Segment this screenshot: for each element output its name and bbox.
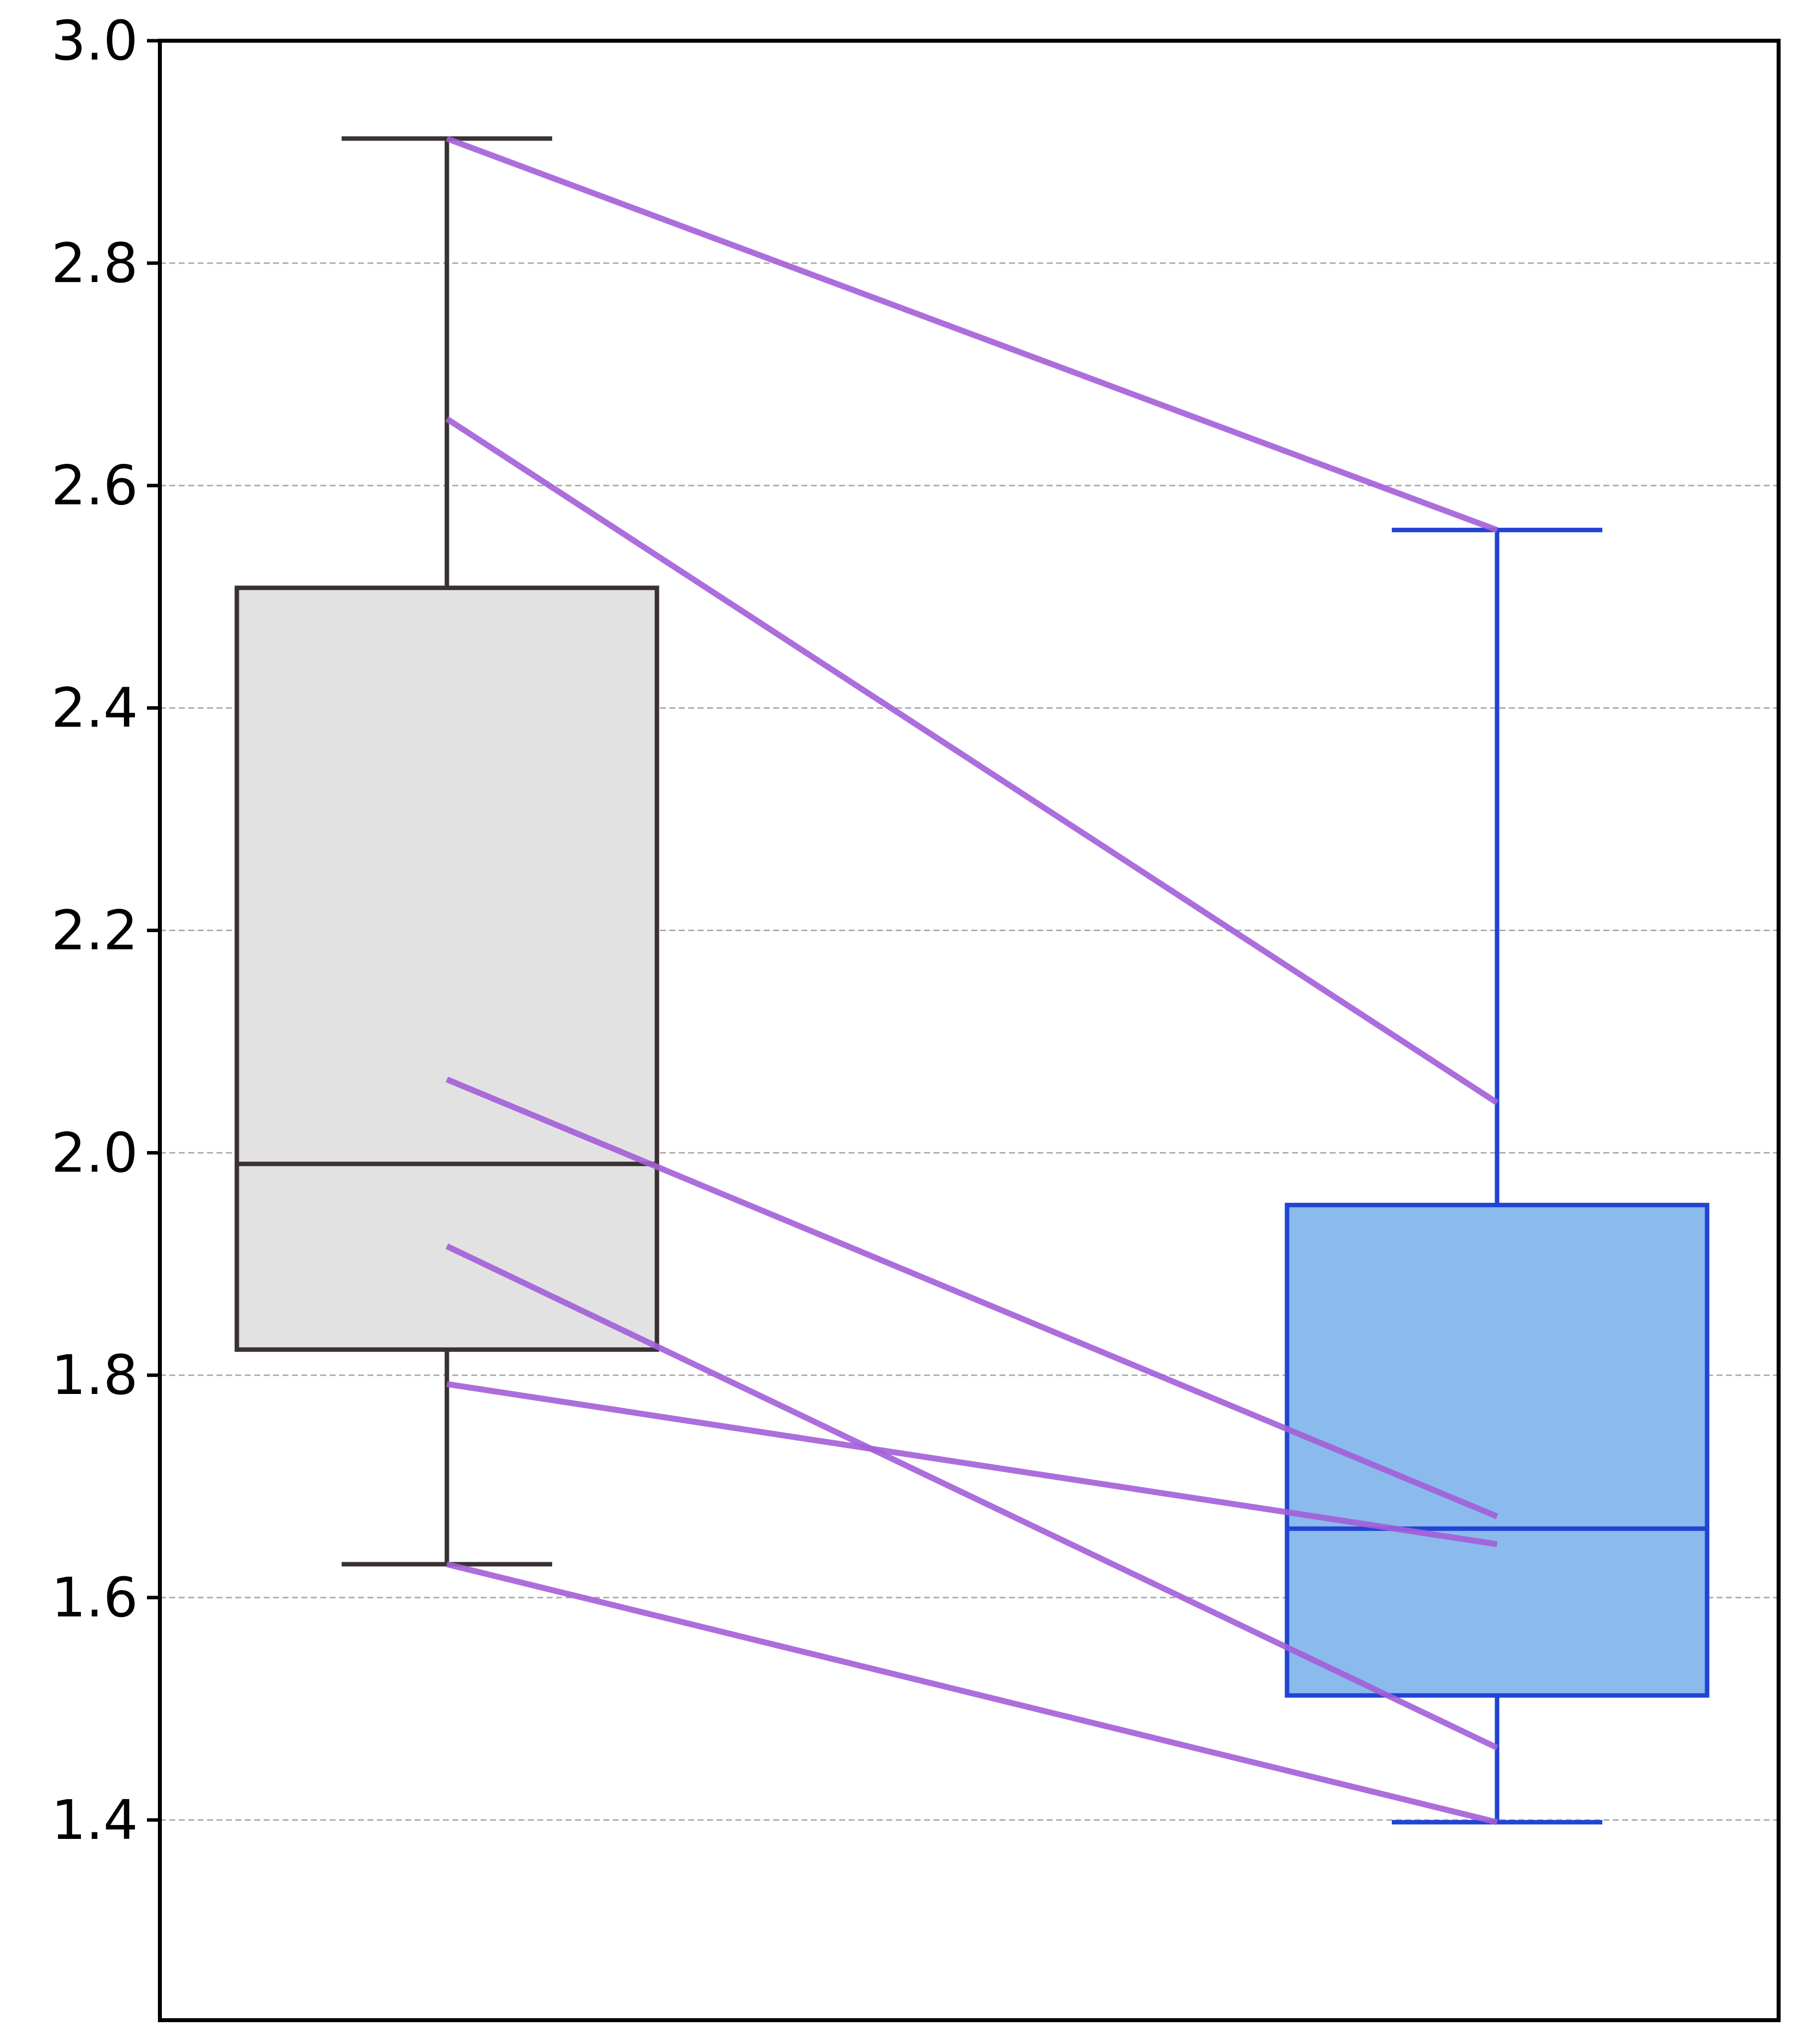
y-tick-label: 1.6 <box>51 1566 138 1629</box>
plot-frame <box>158 39 1781 2022</box>
paired-line-4 <box>445 1243 1499 1751</box>
box-2 <box>1285 1203 1710 1698</box>
paired-line-1 <box>445 136 1499 533</box>
paired-lines-layer <box>445 136 1499 1825</box>
y-tick-label: 2.2 <box>51 898 138 962</box>
paired-line-5 <box>446 1381 1498 1547</box>
paired-line-2 <box>445 416 1499 1105</box>
y-tick-label: 2.8 <box>51 231 138 295</box>
paired-line-3 <box>445 1076 1499 1520</box>
y-tick-label: 2.0 <box>51 1121 138 1184</box>
y-tick-label: 1.4 <box>51 1788 138 1852</box>
box-1 <box>234 585 659 1352</box>
y-tick-label: 2.4 <box>51 676 138 740</box>
box-layer <box>234 136 1710 1825</box>
axis-layer: 1.4 1.6 1.8 2.0 2.2 2.4 2.6 2.8 3.0 <box>51 9 1781 2022</box>
paired-line-6 <box>446 1561 1498 1825</box>
y-tick-label: 3.0 <box>51 9 138 73</box>
y-tick-label: 1.8 <box>51 1343 138 1407</box>
y-tick-label: 2.6 <box>51 454 138 517</box>
